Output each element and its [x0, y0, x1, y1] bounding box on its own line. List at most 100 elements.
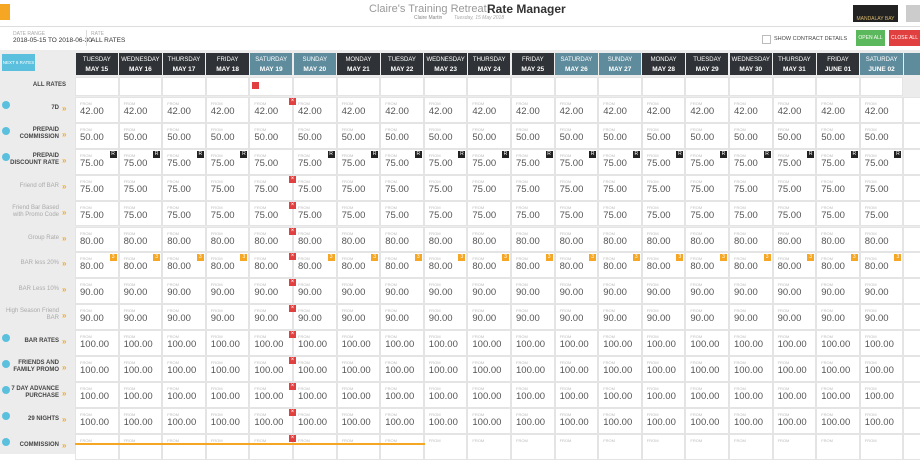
rate-cell[interactable]: FROM 100.00: [162, 407, 206, 434]
rate-cell[interactable]: FROM 50.00: [75, 122, 119, 149]
closed-marker[interactable]: ×: [289, 408, 296, 416]
rate-cell[interactable]: FROM 100.00: [598, 330, 642, 356]
rate-cell[interactable]: FROM 100.00: [729, 356, 773, 382]
rate-cell[interactable]: FROM 75.00: [685, 200, 729, 227]
arrow[interactable]: »: [62, 129, 67, 139]
rate-cell[interactable]: FROM: [75, 433, 119, 460]
rate-cell[interactable]: FROM 42.00: [598, 97, 642, 123]
rate-cell[interactable]: FROM 100.00: [75, 407, 119, 434]
rate-cell[interactable]: FROM 100.00: [859, 356, 904, 382]
rate-cell[interactable]: FROM 90.00: [772, 278, 817, 305]
rate-cell[interactable]: FROM: [685, 433, 729, 460]
rate-cell[interactable]: FROM 42.00: [423, 97, 468, 123]
rate-cell[interactable]: FROM 50.00: [118, 122, 163, 149]
rate-cell[interactable]: FROM 100.00: [293, 407, 337, 434]
rate-cell[interactable]: FROM 90.00: [641, 304, 686, 331]
rate-cell[interactable]: FROM 100.00: [423, 330, 468, 356]
rate-cell[interactable]: FROM 50.00: [162, 122, 206, 149]
rate-cell[interactable]: FROM 42.00: [336, 97, 381, 123]
expand-icon[interactable]: [2, 126, 10, 135]
rate-cell[interactable]: FROM 75.00: [118, 200, 163, 227]
rate-cell[interactable]: FROM 90.00: [249, 304, 293, 331]
rate-cell[interactable]: FROM 100.00: [75, 356, 119, 382]
rate-cell[interactable]: FROM 100.00: [772, 381, 817, 408]
rate-cell[interactable]: FROM 90.00: [554, 304, 599, 331]
rate-cell[interactable]: FROM 75.00: [554, 200, 599, 227]
rate-cell[interactable]: FROM 50.00: [467, 122, 511, 149]
rate-cell[interactable]: FROM 80.00 3: [641, 252, 686, 279]
arrow[interactable]: »: [62, 440, 67, 450]
expand-icon[interactable]: [2, 385, 10, 394]
rate-cell[interactable]: FROM 50.00: [380, 122, 424, 149]
arrow[interactable]: »: [62, 363, 67, 372]
rate-cell[interactable]: FROM 100.00: [380, 381, 424, 408]
rate-cell[interactable]: FROM 100.00: [205, 330, 250, 356]
rate-cell[interactable]: FROM 50.00: [772, 122, 817, 149]
rate-cell[interactable]: FROM 100.00: [816, 381, 860, 408]
rate-cell[interactable]: FROM 80.00: [336, 226, 381, 253]
rate[interactable]: ALL RATES: [91, 37, 126, 44]
rate-cell[interactable]: FROM 90.00: [816, 304, 860, 331]
rate-cell[interactable]: FROM 80.00: [423, 226, 468, 253]
rate-cell[interactable]: FROM 100.00: [641, 381, 686, 408]
rate-cell[interactable]: FROM 80.00 3: [380, 252, 424, 279]
closed-marker[interactable]: ×: [289, 253, 296, 261]
rate-cell[interactable]: FROM: [467, 433, 511, 460]
rate-cell[interactable]: FROM 90.00: [816, 278, 860, 305]
rate-cell[interactable]: FROM 90.00: [685, 278, 729, 305]
rate-cell[interactable]: FROM 75.00: [423, 174, 468, 201]
rate-cell[interactable]: FROM 42.00: [162, 97, 206, 123]
rate-cell[interactable]: FROM 100.00: [685, 356, 729, 382]
rate-cell[interactable]: FROM 80.00: [162, 226, 206, 253]
rate-cell[interactable]: FROM 80.00 3: [336, 252, 381, 279]
closed-marker[interactable]: ×: [289, 98, 296, 105]
rate-cell[interactable]: FROM 75.00: [511, 174, 555, 201]
rate-cell[interactable]: FROM 80.00: [293, 226, 337, 253]
show-contract[interactable]: SHOW CONTRACT DETAILS: [774, 36, 848, 42]
rate-cell[interactable]: FROM 42.00: [467, 97, 511, 123]
rate-cell[interactable]: FROM 80.00 3: [859, 252, 904, 279]
rate-cell[interactable]: FROM 75.00: [816, 200, 860, 227]
rate-cell[interactable]: FROM 90.00: [859, 278, 904, 305]
closed-marker[interactable]: ×: [289, 201, 296, 209]
rate-cell[interactable]: FROM 80.00 3: [118, 252, 163, 279]
rate-cell[interactable]: FROM 75.00: [205, 174, 250, 201]
rate-cell[interactable]: FROM 50.00: [641, 122, 686, 149]
rate-cell[interactable]: FROM: [423, 433, 468, 460]
rate-cell[interactable]: FROM 90.00: [293, 304, 337, 331]
rate-cell[interactable]: FROM 80.00: [859, 226, 904, 253]
rate-cell[interactable]: FROM 80.00: [554, 226, 599, 253]
rate-cell[interactable]: FROM 80.00: [511, 226, 555, 253]
rate-cell[interactable]: FROM 75.00: [162, 174, 206, 201]
rate-cell[interactable]: FROM 80.00: [772, 226, 817, 253]
rate-cell[interactable]: FROM 90.00: [685, 304, 729, 331]
rate-cell[interactable]: FROM 50.00: [293, 122, 337, 149]
rate-cell[interactable]: FROM 80.00 3: [293, 252, 337, 279]
rate-cell[interactable]: FROM: [772, 433, 817, 460]
rate-cell[interactable]: FROM 75.00: [859, 200, 904, 227]
rate-cell[interactable]: FROM 75.00: [336, 200, 381, 227]
closed-marker[interactable]: ×: [289, 331, 296, 339]
rate-cell[interactable]: FROM 75.00: [729, 174, 773, 201]
rate-cell[interactable]: FROM 42.00: [293, 97, 337, 123]
rate-cell[interactable]: FROM 75.00 R: [772, 148, 817, 175]
rate-cell[interactable]: FROM 90.00: [162, 278, 206, 305]
rate-cell[interactable]: FROM 90.00: [380, 304, 424, 331]
rate-cell[interactable]: FROM 42.00: [118, 97, 163, 123]
rate-cell[interactable]: FROM 100.00: [816, 407, 860, 434]
rate-cell[interactable]: FROM 80.00 3: [205, 252, 250, 279]
rate-cell[interactable]: FROM 90.00: [205, 304, 250, 331]
rate-cell[interactable]: FROM 75.00: [249, 200, 293, 227]
rate-cell[interactable]: FROM 80.00 3: [685, 252, 729, 279]
rate-cell[interactable]: FROM 90.00: [380, 278, 424, 305]
rate-cell[interactable]: FROM 80.00: [685, 226, 729, 253]
rate-cell[interactable]: FROM 100.00: [423, 356, 468, 382]
rate-cell[interactable]: FROM 90.00: [467, 304, 511, 331]
rate-cell[interactable]: FROM 42.00: [249, 97, 293, 123]
rate-cell[interactable]: FROM 100.00: [729, 330, 773, 356]
rate-cell[interactable]: FROM 75.00 R: [729, 148, 773, 175]
rate-cell[interactable]: FROM 100.00: [249, 407, 293, 434]
rate-cell[interactable]: FROM 100.00: [205, 356, 250, 382]
rate-cell[interactable]: FROM 50.00: [249, 122, 293, 149]
rate-cell[interactable]: FROM 75.00: [75, 174, 119, 201]
